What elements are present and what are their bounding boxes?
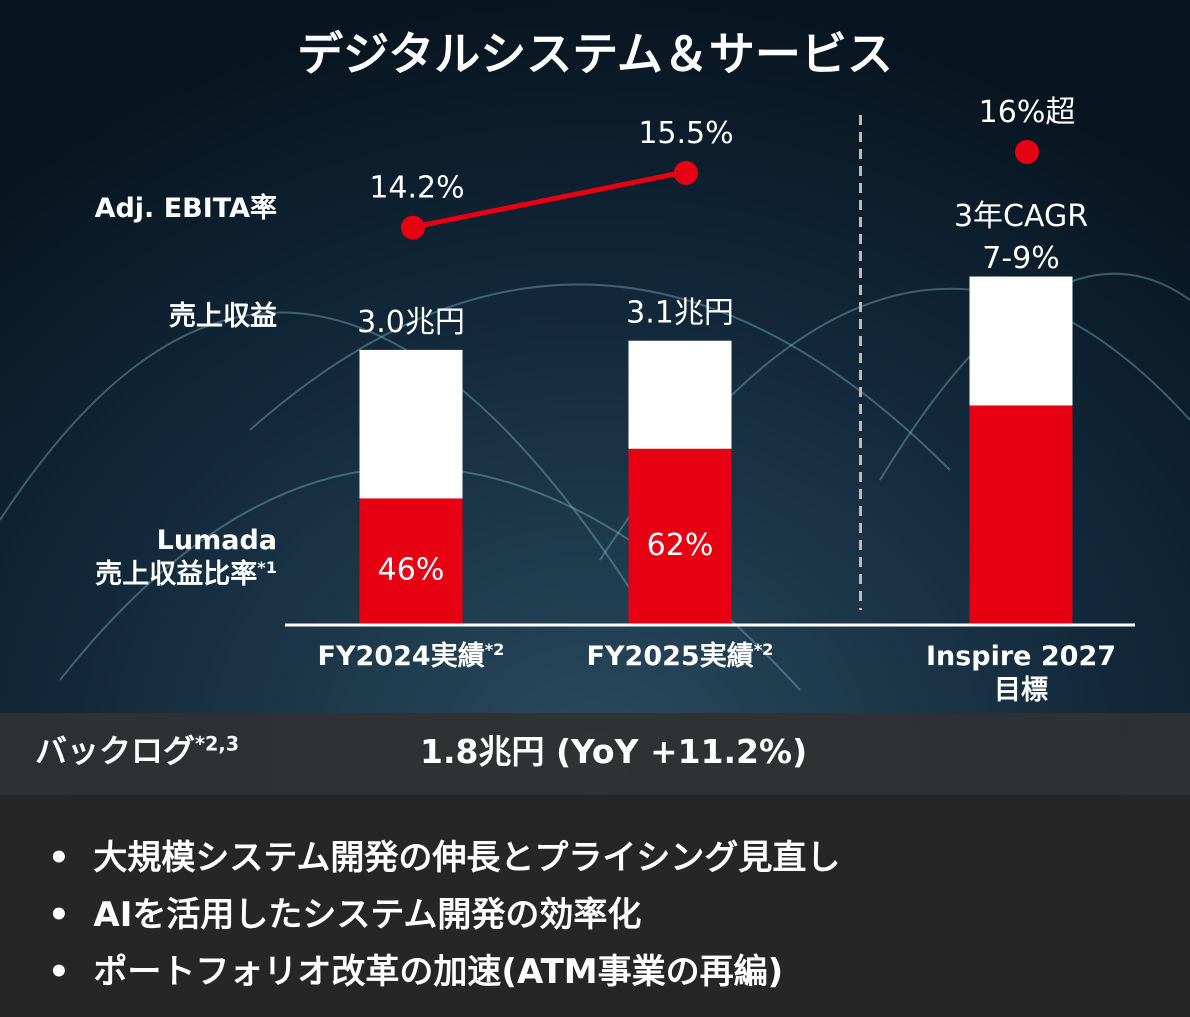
note: *2,3 (195, 732, 240, 756)
category-label: FY2025実績*2 (550, 640, 810, 674)
point (401, 215, 425, 240)
bar-segment (628, 448, 732, 625)
value-label: 3.0兆円 (357, 305, 465, 340)
note: *2 (753, 640, 774, 659)
series-label: 売上収益 (169, 300, 277, 334)
bullet-dot: • (48, 895, 94, 935)
value-label: 15.5% (638, 116, 733, 151)
series-name: 売上収益 (169, 301, 277, 332)
title: デジタルシステム＆サービス (297, 27, 893, 81)
line (410, 170, 681, 231)
value-label: 3.1兆円 (626, 296, 734, 331)
point (1015, 140, 1039, 164)
backlog-value: 1.8兆円 (YoY +11.2%) (420, 732, 808, 771)
bullet-text: 大規模システム開発の伸長とプライシング見直し (93, 838, 841, 878)
bar-segment (969, 405, 1073, 625)
bullet-text: AIを活用したシステム開発の効率化 (93, 895, 642, 935)
bullet: • AIを活用したシステム開発の効率化 (48, 887, 641, 936)
bullet-text: ポートフォリオ改革の加速(ATM事業の再編) (93, 952, 784, 992)
category-name: FY2025実績 (586, 641, 754, 672)
note: *1 (257, 557, 277, 577)
value-label: 62% (647, 528, 714, 563)
bullet-list: • 大規模システム開発の伸長とプライシング見直し • AIを活用したシステム開発の… (0, 795, 1190, 1017)
plot: 3.0兆円 3.1兆円 46% 62% 14.2% 15.5% 16%超 (285, 95, 1135, 627)
bullet: • ポートフォリオ改革の加速(ATM事業の再編) (48, 944, 783, 993)
bullet-dot: • (48, 952, 94, 992)
backlog-title: バックログ (35, 732, 196, 770)
category-label: FY2024実績*2 (281, 640, 541, 674)
bar-segment (359, 498, 463, 625)
series-name: Lumada 売上収益比率 (95, 525, 277, 590)
backlog-band: バックログ*2,3 1.8兆円 (YoY +11.2%) (0, 713, 1190, 795)
bullet-dot: • (48, 838, 94, 878)
series-label: Adj. EBITA率 (95, 192, 277, 226)
value-label: 46% (378, 553, 445, 588)
backlog-label: バックログ*2,3 (35, 731, 239, 771)
category-label: Inspire 2027 目標 (891, 640, 1151, 708)
series-name: Adj. EBITA率 (94, 193, 277, 224)
target-note: 3年CAGR 7-9% (953, 199, 1089, 276)
note: *2 (484, 640, 505, 659)
category-name: FY2024実績 (317, 641, 485, 672)
category-name: Inspire 2027 目標 (925, 641, 1117, 706)
point (674, 161, 698, 185)
value-label: 16%超 (979, 95, 1076, 130)
bullet: • 大規模システム開発の伸長とプライシング見直し (48, 830, 840, 879)
series-label: Lumada 売上収益比率*1 (95, 524, 277, 592)
value-label: 14.2% (369, 171, 464, 206)
